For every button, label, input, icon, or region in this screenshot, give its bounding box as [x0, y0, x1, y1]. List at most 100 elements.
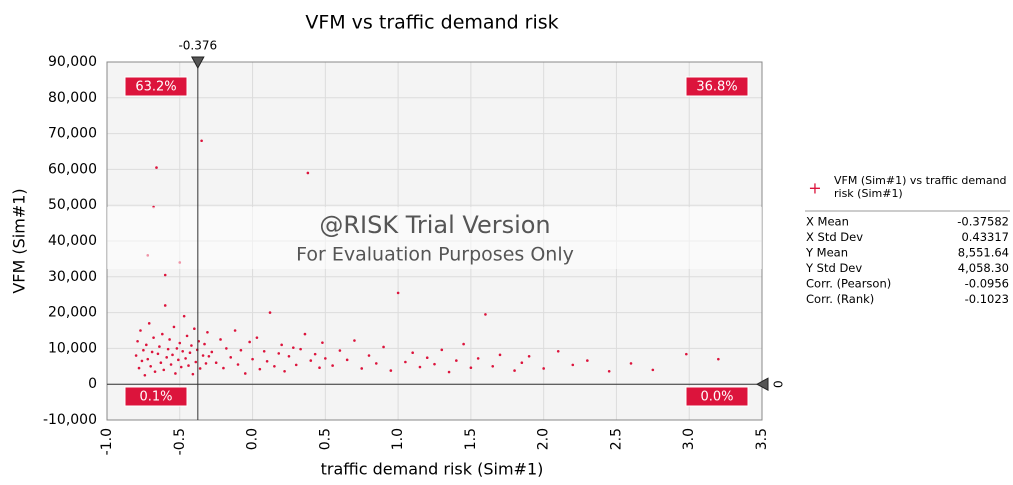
point — [179, 365, 183, 369]
point — [203, 342, 206, 346]
point — [268, 311, 272, 314]
point — [396, 291, 400, 295]
x-axis-label: traffic demand risk (Sim#1) — [321, 460, 544, 479]
point — [404, 360, 407, 364]
stat-label: X Std Dev — [806, 230, 863, 244]
point — [214, 361, 218, 365]
point — [299, 347, 302, 351]
point — [175, 347, 179, 350]
point — [571, 363, 575, 367]
point — [136, 339, 139, 343]
point — [294, 363, 298, 367]
point — [145, 343, 148, 347]
y-tick-label: 70,000 — [48, 126, 97, 142]
point — [182, 314, 186, 318]
x-marker-handle — [190, 56, 205, 70]
point — [306, 171, 310, 175]
point — [140, 359, 144, 363]
x-tick-label: 3.0 — [681, 428, 697, 450]
point — [193, 327, 196, 331]
point — [169, 363, 173, 366]
point — [484, 313, 487, 316]
point — [345, 358, 349, 362]
point — [163, 273, 167, 277]
point — [142, 348, 145, 352]
x-tick-label: 2.0 — [536, 428, 552, 450]
point — [229, 356, 233, 359]
point — [163, 304, 167, 307]
point — [204, 362, 208, 365]
stat-label: X Mean — [806, 215, 849, 229]
stat-value: 4,058.30 — [958, 261, 1009, 275]
point — [433, 362, 436, 366]
point — [321, 341, 324, 344]
point — [137, 366, 141, 370]
x-tick-label: -0.5 — [172, 428, 188, 455]
point — [187, 364, 190, 367]
y-marker-handle — [755, 377, 769, 392]
stat-value: -0.0956 — [965, 277, 1009, 291]
point — [491, 365, 495, 368]
point — [556, 349, 560, 353]
point — [159, 361, 163, 365]
point — [152, 336, 155, 339]
quadrant-box — [124, 386, 188, 407]
point — [194, 360, 198, 364]
point — [147, 322, 151, 325]
point — [225, 347, 228, 350]
point — [188, 351, 192, 354]
point — [248, 340, 251, 344]
point — [207, 354, 211, 358]
point — [233, 329, 237, 332]
point — [309, 359, 313, 362]
point — [367, 354, 371, 357]
watermark-band — [107, 207, 762, 269]
point — [651, 368, 655, 372]
point — [156, 352, 160, 356]
point — [139, 329, 142, 332]
legend-entry-box: VFM (Sim#1) vs traffic demand risk (Sim#… — [834, 174, 1007, 200]
point — [149, 365, 152, 368]
y-marker-label: 0 — [772, 380, 786, 388]
point — [158, 345, 161, 348]
point — [586, 359, 589, 362]
point — [440, 348, 444, 352]
quadrant-box — [685, 386, 749, 407]
legend-symbol: + — [808, 179, 821, 198]
quadrant-box — [685, 76, 749, 97]
point — [462, 342, 465, 346]
watermark: @RISK Trial Version — [319, 211, 550, 239]
point — [277, 352, 281, 355]
point — [185, 334, 189, 338]
stat-value: -0.37582 — [957, 215, 1009, 229]
x-tick-label: 1.0 — [390, 428, 406, 450]
y-tick-label: 80,000 — [48, 90, 97, 106]
point — [210, 350, 214, 354]
point — [455, 359, 458, 362]
point — [146, 357, 150, 361]
y-tick-label: 40,000 — [48, 233, 97, 249]
point — [418, 365, 422, 369]
point — [143, 373, 147, 377]
point — [498, 353, 502, 357]
point — [165, 356, 168, 359]
point — [685, 352, 688, 356]
quadrant-label: 0.1% — [139, 390, 172, 405]
y-tick-label: 20,000 — [48, 305, 97, 321]
point — [331, 364, 334, 367]
point — [717, 357, 720, 361]
point — [262, 349, 266, 353]
point — [338, 349, 342, 352]
point — [318, 366, 321, 370]
point — [303, 332, 307, 336]
point — [469, 366, 473, 370]
stat-label: Y Std Dev — [805, 261, 862, 275]
stat-value: -0.1023 — [965, 292, 1009, 306]
point — [280, 343, 283, 347]
point — [181, 349, 184, 353]
point — [255, 336, 259, 339]
point — [258, 367, 262, 371]
stat-label: Y Mean — [805, 246, 848, 260]
point — [292, 346, 295, 349]
